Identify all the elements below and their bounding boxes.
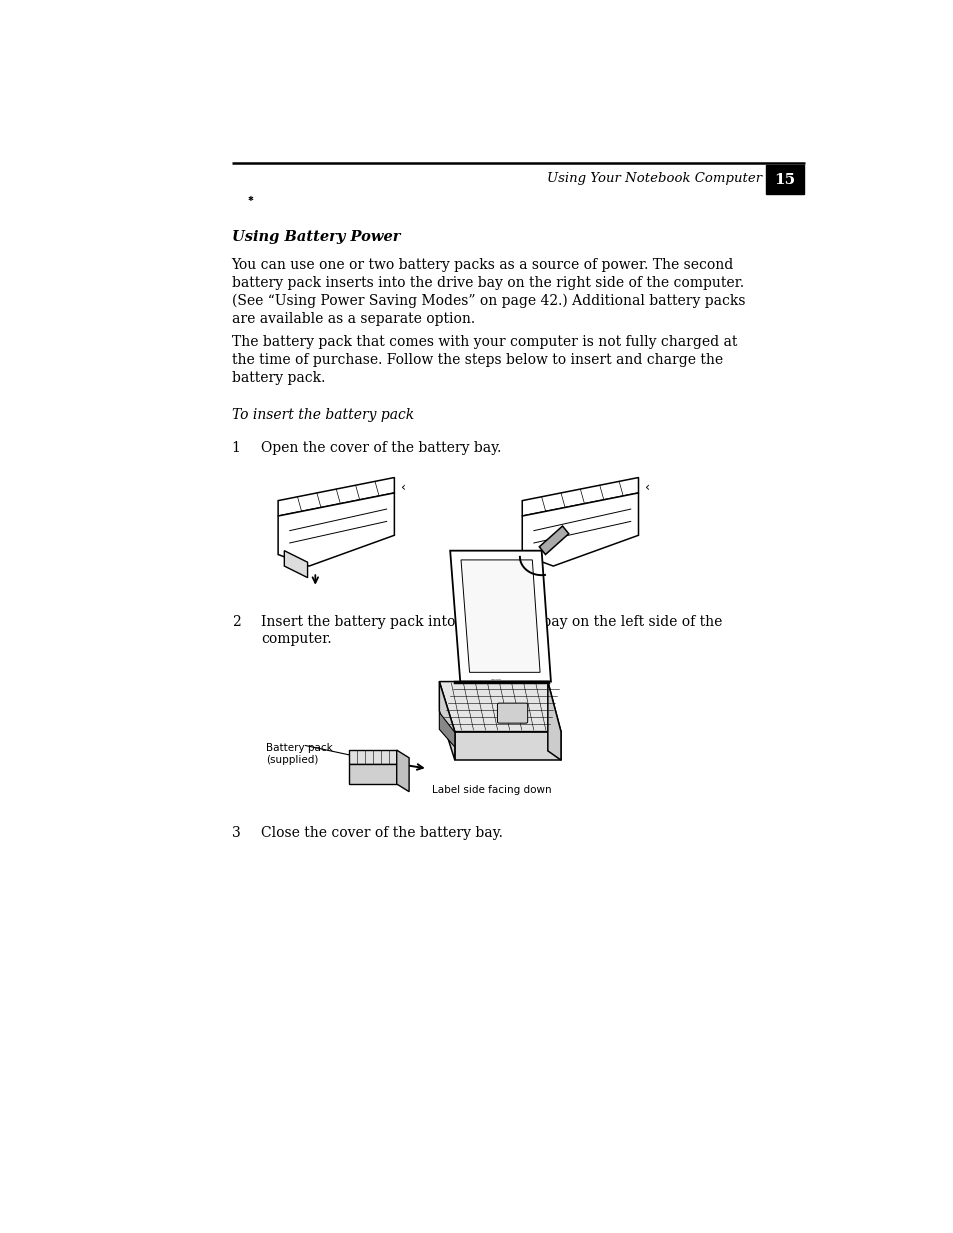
Text: Close the cover of the battery bay.: Close the cover of the battery bay. — [261, 826, 502, 840]
Text: Battery pack
(supplied): Battery pack (supplied) — [266, 743, 333, 764]
Text: ‹: ‹ — [401, 481, 406, 494]
Polygon shape — [460, 560, 539, 672]
Polygon shape — [521, 493, 638, 566]
Polygon shape — [450, 551, 550, 682]
Polygon shape — [547, 682, 560, 760]
Text: Label side facing down: Label side facing down — [431, 785, 551, 795]
Polygon shape — [455, 731, 560, 760]
Text: Insert the battery pack into the battery bay on the left side of the
computer.: Insert the battery pack into the battery… — [261, 614, 721, 646]
Text: Open the cover of the battery bay.: Open the cover of the battery bay. — [261, 440, 501, 455]
Polygon shape — [521, 477, 638, 517]
Polygon shape — [348, 750, 396, 764]
FancyBboxPatch shape — [497, 703, 527, 723]
Polygon shape — [284, 551, 307, 577]
Text: 15: 15 — [774, 173, 795, 186]
Polygon shape — [348, 764, 396, 784]
Text: 2: 2 — [232, 614, 240, 629]
FancyBboxPatch shape — [765, 165, 802, 194]
Text: ‹: ‹ — [644, 481, 650, 494]
Polygon shape — [439, 682, 455, 760]
Polygon shape — [396, 750, 409, 792]
Text: 1: 1 — [232, 440, 240, 455]
Polygon shape — [538, 526, 568, 555]
Polygon shape — [278, 493, 394, 566]
Text: You can use one or two battery packs as a source of power. The second
battery pa: You can use one or two battery packs as … — [232, 258, 744, 327]
Text: To insert the battery pack: To insert the battery pack — [232, 408, 414, 422]
Text: ____: ____ — [489, 674, 500, 681]
Text: Using Battery Power: Using Battery Power — [232, 229, 399, 244]
Text: The battery pack that comes with your computer is not fully charged at
the time : The battery pack that comes with your co… — [232, 335, 737, 385]
Text: Using Your Notebook Computer: Using Your Notebook Computer — [547, 171, 761, 185]
Text: 3: 3 — [232, 826, 240, 840]
Text: ✱: ✱ — [248, 196, 253, 202]
Polygon shape — [278, 477, 394, 517]
Polygon shape — [439, 682, 560, 731]
Polygon shape — [439, 713, 455, 747]
